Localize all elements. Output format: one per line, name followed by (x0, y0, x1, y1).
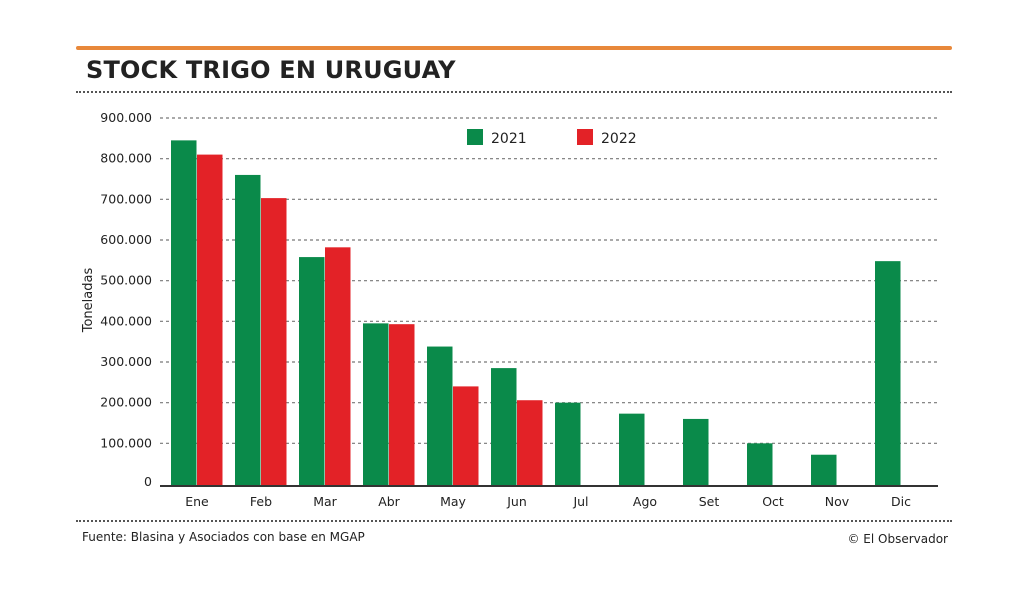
bar-2022-mar (325, 247, 351, 485)
x-tick-label: Set (699, 494, 720, 509)
legend-swatch-2021 (467, 129, 483, 145)
bar-2021-ago (619, 413, 645, 485)
y-tick-labels: 0 100.000 200.000 300.000 400.000 500.000 600.… (100, 110, 152, 489)
bar-2021-feb (235, 174, 261, 485)
grid-lines (160, 117, 938, 444)
bar-2021-mar (299, 257, 325, 485)
x-tick-label: Feb (250, 494, 272, 509)
x-tick-labels: Ene Feb Mar Abr May Jun Jul Ago Set Oct Nov Dic (185, 494, 911, 509)
legend-label-2022: 2022 (601, 131, 637, 147)
bar-2021-dic (875, 261, 901, 485)
source-note: Fuente: Blasina y Asociados con base en … (82, 530, 365, 544)
y-tick-label: 300.000 (100, 354, 152, 369)
bar-2022-jun (517, 400, 543, 485)
legend-swatch-2022 (577, 129, 593, 145)
bar-2022-may (453, 386, 479, 485)
y-tick-label: 700.000 (100, 191, 152, 206)
x-tick-label: May (440, 494, 466, 509)
credit-note: © El Observador (847, 532, 948, 546)
bar-2021-ene (171, 140, 197, 485)
bar-2022-ene (197, 154, 223, 485)
x-tick-label: Mar (313, 494, 337, 509)
y-axis-title: Toneladas (81, 268, 96, 334)
x-tick-label: Ene (185, 494, 209, 509)
bar-2021-oct (747, 443, 773, 485)
bar-2021-nov (811, 454, 837, 485)
y-tick-label: 100.000 (100, 435, 152, 450)
y-tick-label: 500.000 (100, 273, 152, 288)
x-tick-label: Abr (378, 494, 400, 509)
y-tick-label: 400.000 (100, 313, 152, 328)
y-tick-label: 900.000 (100, 110, 152, 125)
y-tick-label: 200.000 (100, 395, 152, 410)
x-tick-label: Ago (633, 494, 657, 509)
x-tick-label: Dic (891, 494, 911, 509)
bars (171, 140, 901, 485)
legend: 2021 2022 (467, 129, 637, 147)
bar-2021-jun (491, 368, 517, 485)
header-divider (76, 91, 952, 93)
x-tick-label: Jun (506, 494, 527, 509)
legend-label-2021: 2021 (491, 131, 527, 147)
bar-2021-may (427, 346, 453, 485)
footer-divider (76, 520, 952, 522)
bar-2021-abr (363, 323, 389, 485)
y-tick-label: 600.000 (100, 232, 152, 247)
chart-title: STOCK TRIGO EN URUGUAY (86, 56, 456, 84)
y-tick-label: 0 (144, 474, 152, 489)
bar-2021-jul (555, 402, 581, 485)
bar-2022-feb (261, 198, 287, 485)
x-tick-label: Oct (762, 494, 784, 509)
y-tick-label: 800.000 (100, 151, 152, 166)
bar-2022-abr (389, 324, 415, 485)
x-tick-label: Nov (825, 494, 850, 509)
x-tick-label: Jul (572, 494, 588, 509)
top-accent-rule (76, 46, 952, 50)
bar-2021-set (683, 418, 709, 485)
